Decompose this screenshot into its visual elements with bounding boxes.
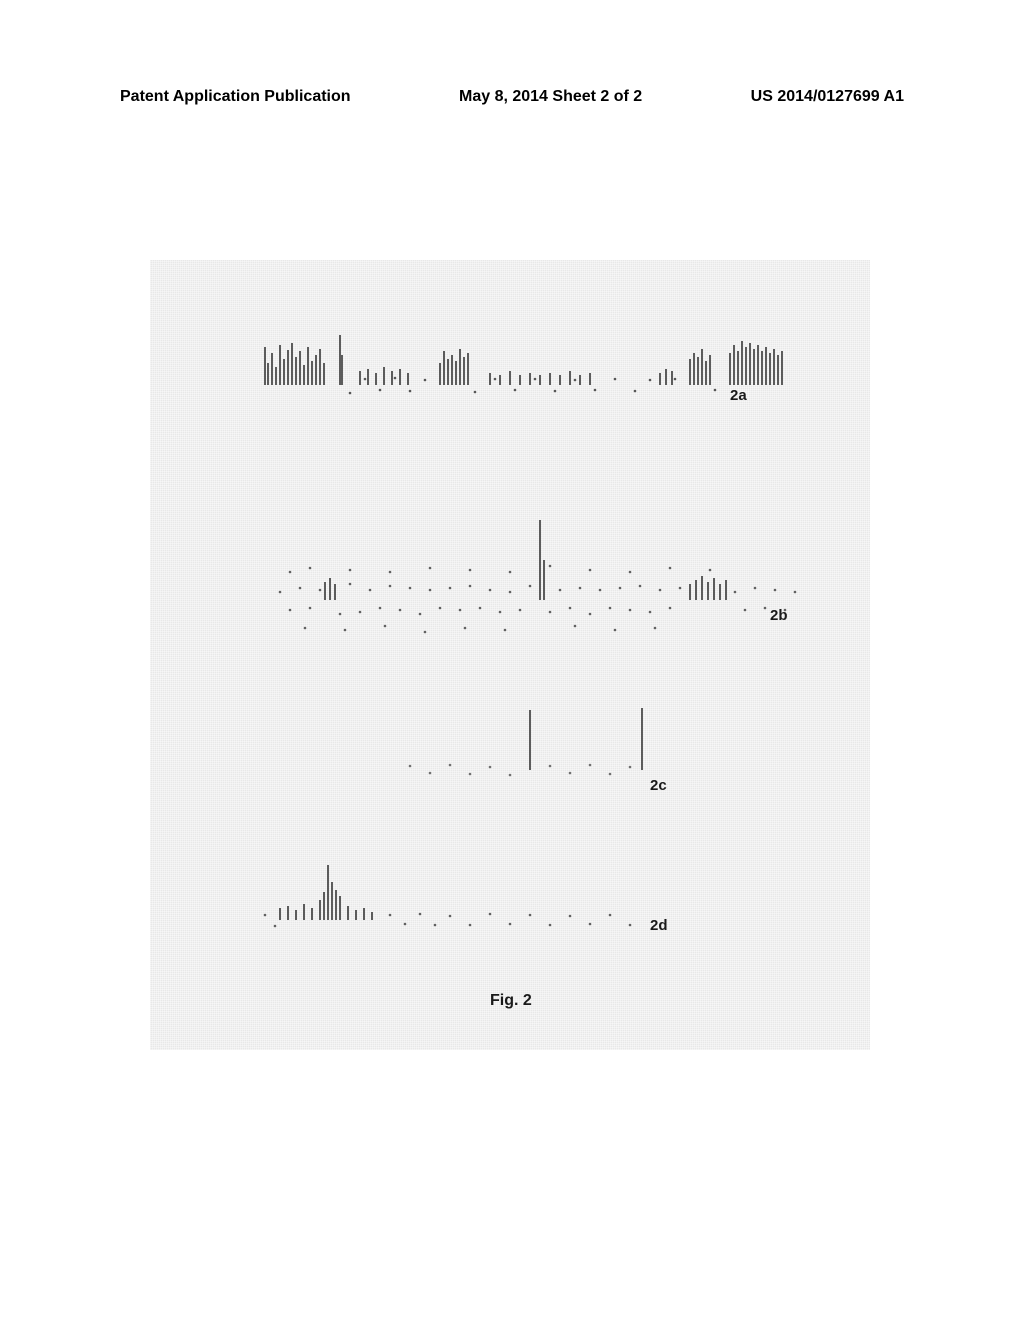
spectrum-label-2c: 2c bbox=[650, 777, 667, 794]
figure-panel: 2a 2b 2c 2d Fig. 2 bbox=[150, 260, 870, 1050]
page-header: Patent Application Publication May 8, 20… bbox=[0, 88, 1024, 106]
spectrum-label-2d: 2d bbox=[650, 917, 668, 934]
header-right: US 2014/0127699 A1 bbox=[751, 88, 904, 106]
spectra-svg: 2a 2b 2c 2d Fig. 2 bbox=[150, 260, 870, 1050]
header-center: May 8, 2014 Sheet 2 of 2 bbox=[459, 88, 642, 106]
spectrum-label-2a: 2a bbox=[730, 387, 747, 404]
header-left: Patent Application Publication bbox=[120, 88, 351, 106]
spectrum-label-2b: 2b bbox=[770, 607, 788, 624]
figure-caption: Fig. 2 bbox=[490, 992, 532, 1009]
